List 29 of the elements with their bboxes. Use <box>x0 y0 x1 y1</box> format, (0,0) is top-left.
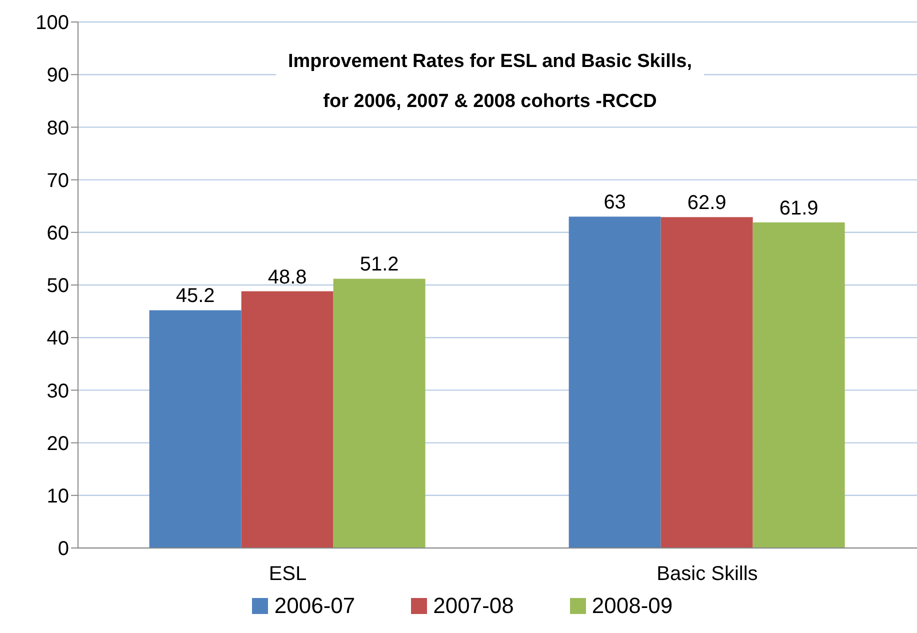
text: Improvement Rates for ESL and Basic Skills, for 2006, 2007 & 2008 cohorts -RCCD <box>288 50 692 114</box>
data-label: 63 <box>604 192 626 214</box>
data-label: 48.8 <box>268 266 307 288</box>
legend-label: 2006-07 <box>274 593 356 619</box>
y-tick-label: 50 <box>46 275 69 298</box>
y-tick-label: 80 <box>46 117 69 140</box>
y-tick-label: 90 <box>46 64 69 87</box>
bar <box>660 217 753 548</box>
bar <box>333 278 426 548</box>
bar <box>568 216 661 548</box>
bar <box>752 222 845 548</box>
legend-label: 2007-08 <box>433 593 514 619</box>
data-label: 45.2 <box>176 285 215 308</box>
y-tick-label: 40 <box>46 328 69 350</box>
y-tick-label: 60 <box>46 222 69 244</box>
y-tick-label: 70 <box>46 170 69 192</box>
y-tick-label: 100 <box>36 12 69 34</box>
data-label: 51.2 <box>360 254 399 276</box>
y-tick-label: 10 <box>46 486 69 508</box>
bar <box>149 310 242 548</box>
bar <box>241 291 334 548</box>
x-tick-label: ESL <box>268 563 307 586</box>
data-label: 62.9 <box>687 192 726 214</box>
x-tick-label: Basic Skills <box>656 563 758 586</box>
y-tick-label: 30 <box>46 380 69 402</box>
data-label: 61.9 <box>779 197 818 220</box>
y-tick-label: 0 <box>58 538 69 560</box>
legend-label: 2008-09 <box>592 593 673 619</box>
y-tick-label: 20 <box>46 432 69 455</box>
